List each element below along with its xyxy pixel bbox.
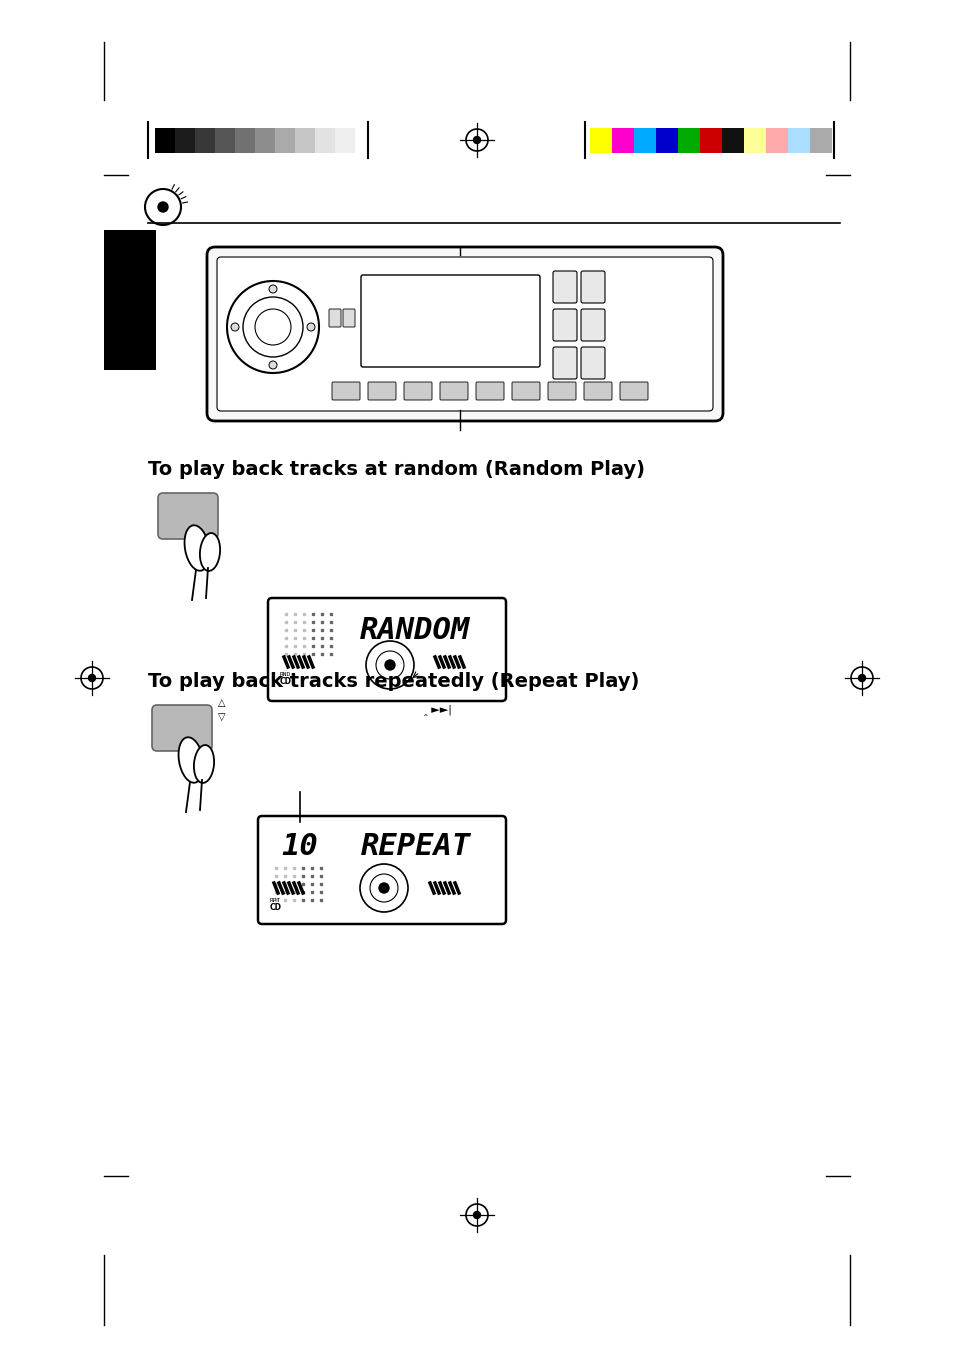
Text: ‸ ►►|: ‸ ►►| xyxy=(423,705,451,716)
FancyBboxPatch shape xyxy=(329,309,340,327)
Bar xyxy=(104,230,156,370)
FancyBboxPatch shape xyxy=(368,382,395,400)
FancyBboxPatch shape xyxy=(583,382,612,400)
FancyBboxPatch shape xyxy=(332,382,359,400)
Text: RANDOM: RANDOM xyxy=(359,616,469,644)
FancyBboxPatch shape xyxy=(553,309,577,340)
Text: 10: 10 xyxy=(281,832,318,861)
Bar xyxy=(656,128,678,153)
FancyBboxPatch shape xyxy=(553,272,577,303)
FancyBboxPatch shape xyxy=(476,382,503,400)
Bar xyxy=(634,128,656,153)
Bar xyxy=(335,128,355,153)
Bar xyxy=(154,128,174,153)
Bar xyxy=(612,128,634,153)
FancyBboxPatch shape xyxy=(216,257,712,411)
Text: RPT: RPT xyxy=(270,898,281,902)
FancyBboxPatch shape xyxy=(553,347,577,380)
Circle shape xyxy=(231,323,239,331)
FancyBboxPatch shape xyxy=(257,816,505,924)
FancyBboxPatch shape xyxy=(152,705,212,751)
Bar xyxy=(743,128,765,153)
Circle shape xyxy=(269,285,276,293)
Ellipse shape xyxy=(200,534,220,571)
FancyBboxPatch shape xyxy=(580,309,604,340)
Text: REPEAT: REPEAT xyxy=(360,832,470,861)
Bar xyxy=(700,128,721,153)
Bar xyxy=(765,128,787,153)
Bar xyxy=(721,128,743,153)
FancyBboxPatch shape xyxy=(158,493,218,539)
Bar xyxy=(214,128,234,153)
Text: CD: CD xyxy=(280,677,292,686)
FancyBboxPatch shape xyxy=(580,272,604,303)
Circle shape xyxy=(473,136,480,143)
Bar xyxy=(314,128,335,153)
FancyBboxPatch shape xyxy=(512,382,539,400)
Text: CD: CD xyxy=(270,902,282,912)
Circle shape xyxy=(269,361,276,369)
Ellipse shape xyxy=(178,738,203,782)
FancyBboxPatch shape xyxy=(207,247,722,422)
FancyBboxPatch shape xyxy=(439,382,468,400)
Bar xyxy=(194,128,214,153)
Circle shape xyxy=(89,674,95,681)
Text: ▽: ▽ xyxy=(218,712,225,721)
Bar xyxy=(294,128,314,153)
Circle shape xyxy=(385,661,395,670)
Bar xyxy=(355,128,375,153)
FancyBboxPatch shape xyxy=(403,382,432,400)
FancyBboxPatch shape xyxy=(268,598,505,701)
Bar xyxy=(174,128,194,153)
Circle shape xyxy=(158,203,168,212)
Bar xyxy=(254,128,274,153)
Bar xyxy=(809,128,831,153)
Bar xyxy=(787,128,809,153)
Circle shape xyxy=(473,1212,480,1219)
Bar xyxy=(678,128,700,153)
FancyBboxPatch shape xyxy=(360,276,539,367)
FancyBboxPatch shape xyxy=(343,309,355,327)
Text: RND: RND xyxy=(280,671,291,677)
Ellipse shape xyxy=(184,526,210,570)
Text: △: △ xyxy=(218,698,225,708)
FancyBboxPatch shape xyxy=(580,347,604,380)
FancyBboxPatch shape xyxy=(619,382,647,400)
Bar xyxy=(234,128,254,153)
Text: To play back tracks at random (Random Play): To play back tracks at random (Random Pl… xyxy=(148,459,644,480)
Bar xyxy=(589,128,612,153)
FancyBboxPatch shape xyxy=(547,382,576,400)
Text: To play back tracks repeatedly (Repeat Play): To play back tracks repeatedly (Repeat P… xyxy=(148,671,639,690)
Circle shape xyxy=(858,674,864,681)
Circle shape xyxy=(307,323,314,331)
Ellipse shape xyxy=(193,744,213,784)
Bar xyxy=(274,128,294,153)
Circle shape xyxy=(378,884,389,893)
